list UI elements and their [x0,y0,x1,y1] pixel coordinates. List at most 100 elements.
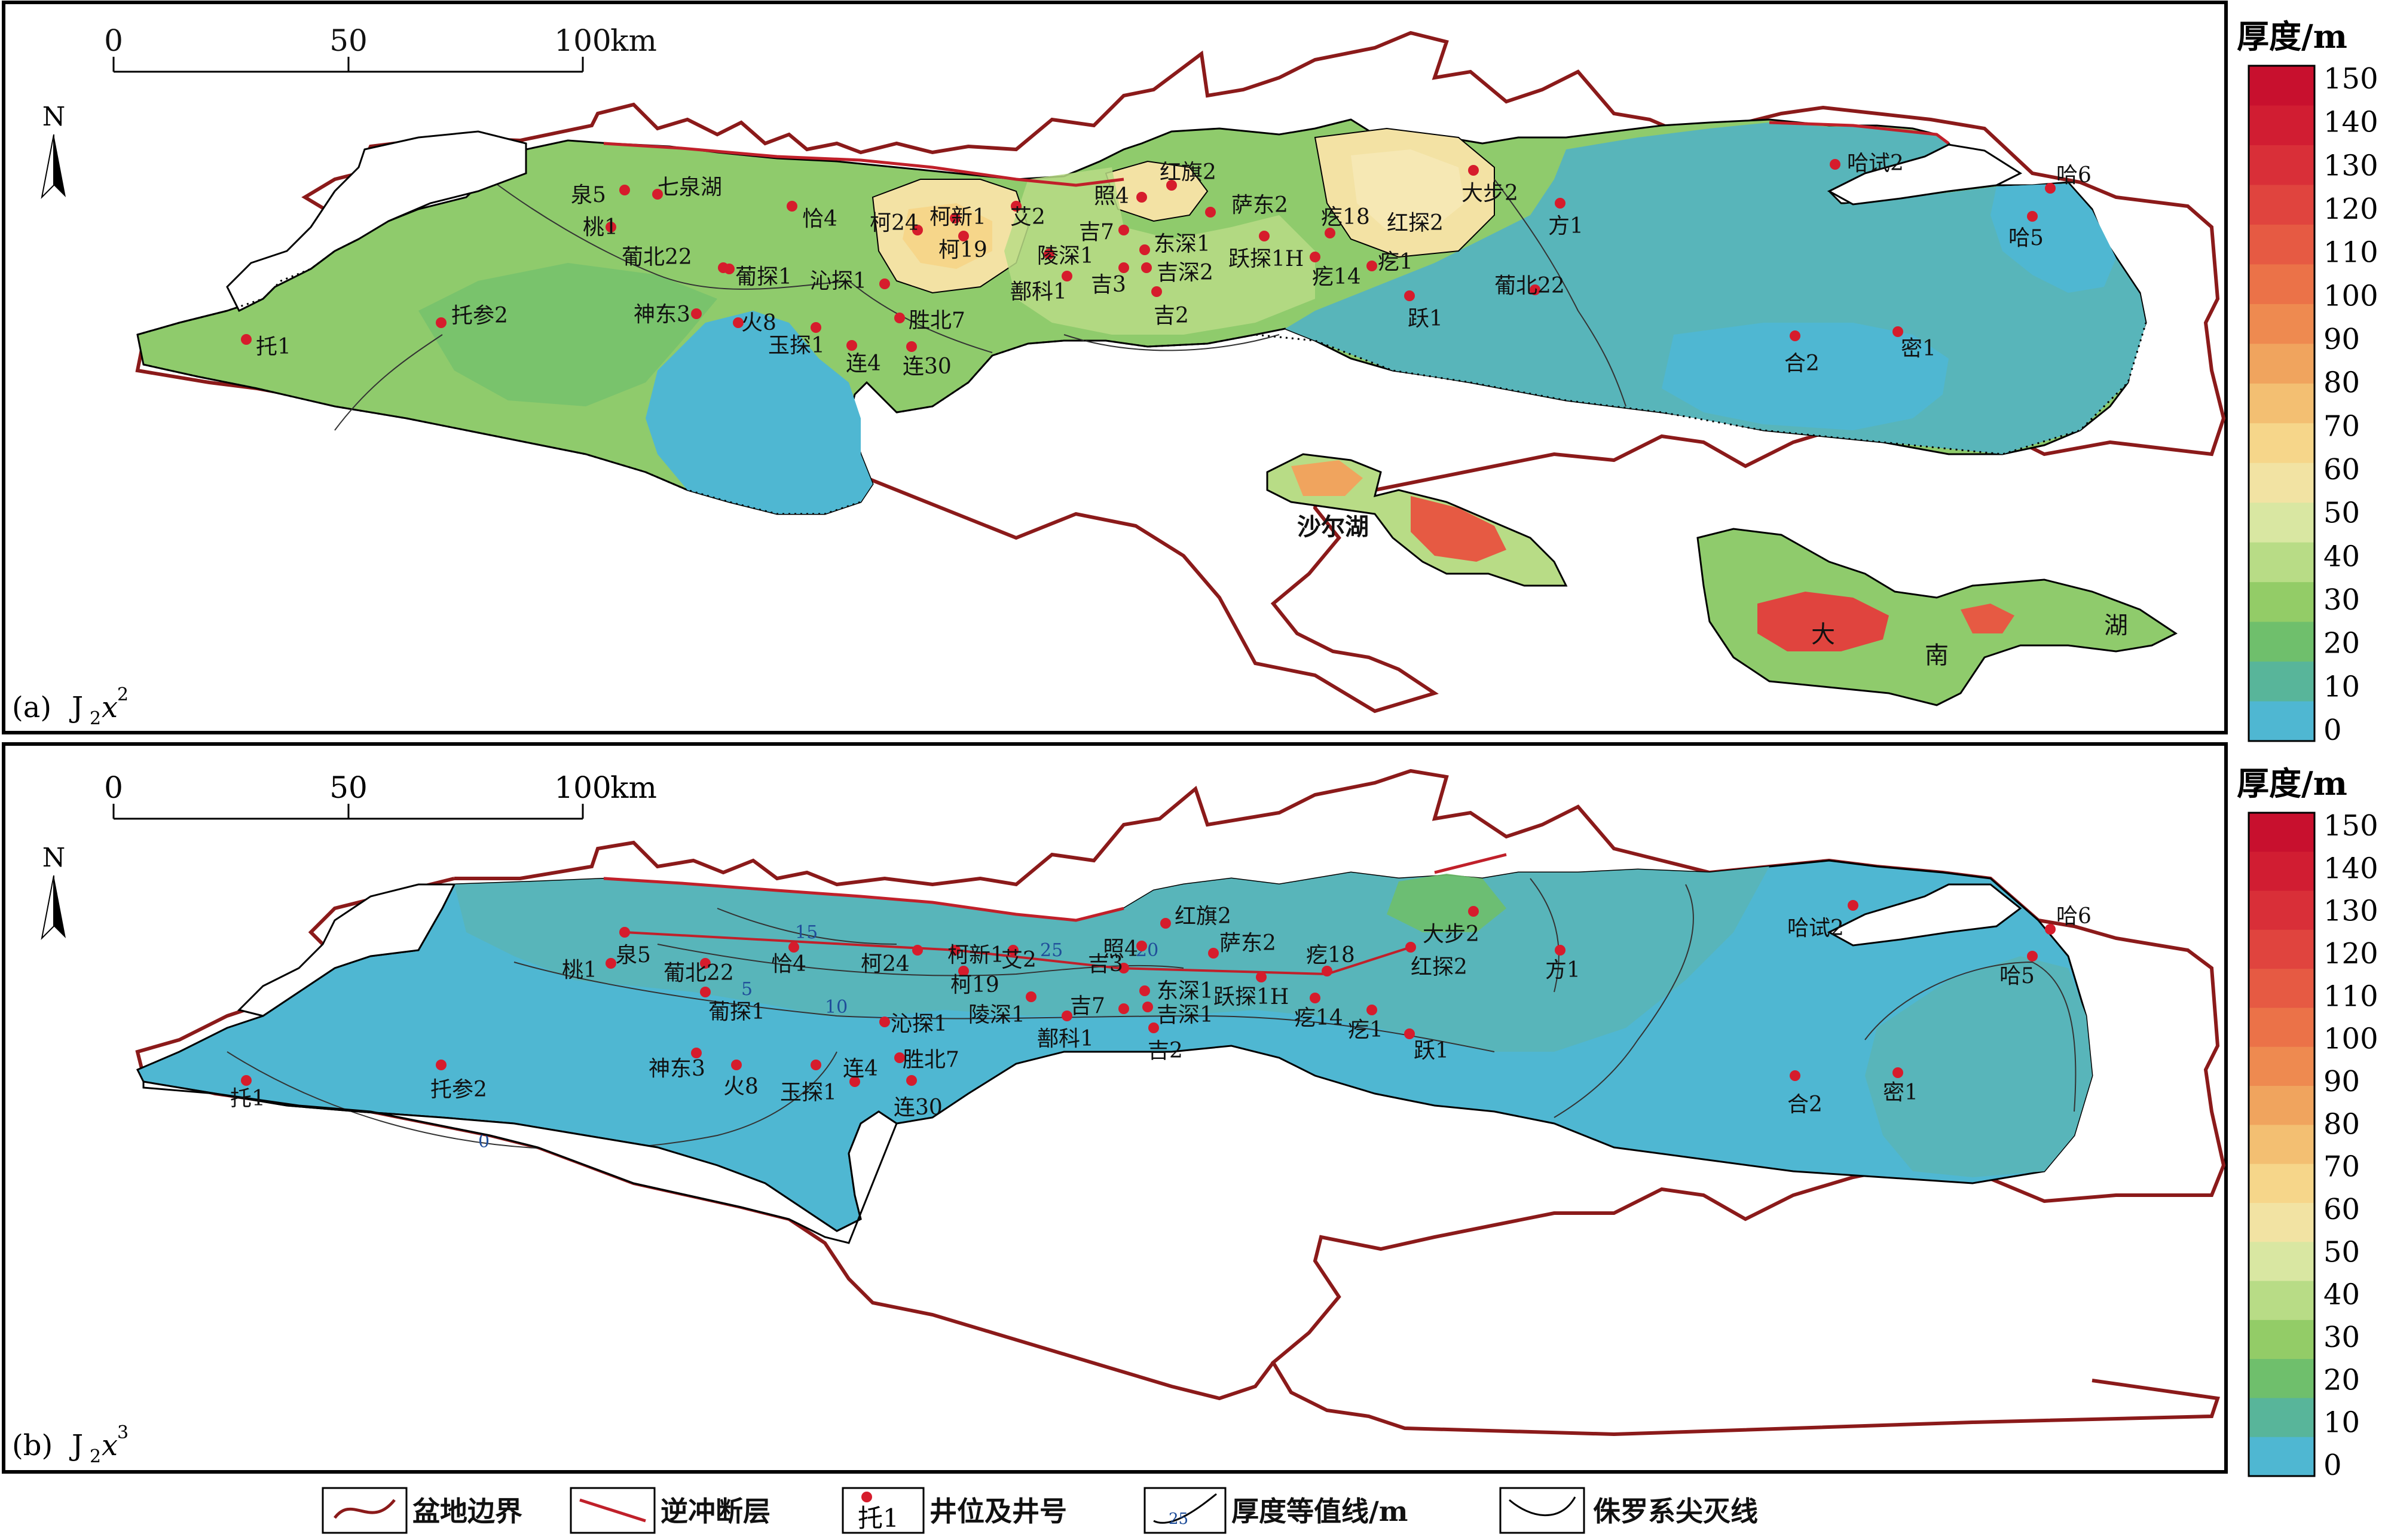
legend-color-swatch [2249,621,2314,663]
legend-tick-label: 50 [2323,497,2360,530]
panel-a-well-marker [1310,252,1320,262]
svg-text:(a): (a) [12,691,51,724]
panel-b-well-marker [1468,906,1479,917]
panel-a-well-marker [1892,326,1903,337]
panel-a-well-marker [958,231,969,241]
legend-color-swatch [2249,1008,2314,1048]
panel-b-well-label: 柯19 [950,973,999,997]
legend-color-swatch [2249,185,2314,225]
svg-text:x: x [102,691,118,724]
white-inlier-south-b [142,1080,898,1244]
legend-tick-label: 30 [2323,1321,2360,1354]
legend-pinchout-label: 侏罗系尖灭线 [1593,1495,1758,1527]
panel-b-well-marker [1790,1070,1800,1081]
panel-b-well-marker [2027,951,2038,962]
panel-a-well-marker [241,334,252,345]
panel-b-well-label: 合2 [1787,1092,1823,1117]
panel-a-well-label: 柯19 [938,238,987,262]
scalebar-tick-50: 50 [329,23,368,58]
legend-color-swatch [2249,264,2314,305]
legend-color-swatch [2249,852,2314,892]
panel-b-well-marker [1892,1067,1903,1078]
svg-text:J: J [69,1429,83,1462]
panel-a-well-marker [724,264,735,274]
white-inlier-hashi-b [1827,883,2022,947]
contour-a-5 [1063,334,1280,351]
panel-a-well-marker [652,189,663,200]
panel-b-well-label: 红探2 [1411,955,1467,979]
color-legend-a: 厚度/m150140130120110100908070605040302010… [2237,17,2378,747]
peak-ge-a [1351,149,1464,230]
panel-b-well-label: 萨东2 [1219,931,1276,956]
legend-tick-label: 60 [2323,453,2360,486]
white-inlier-hashi-a [1827,143,2023,206]
legend-tick-label: 110 [2323,979,2378,1013]
thrust-fault-b [603,877,1124,922]
legend-color-swatch [2249,1202,2314,1243]
contour-label-0: 0 [478,1131,490,1152]
panel-b-well-marker [1148,1022,1159,1033]
legend-frame [2248,812,2316,1477]
panel-b-well-marker [1142,1002,1153,1012]
panel-b-well-marker [1555,945,1565,956]
panel-a-well-label: 桃1 [583,215,618,240]
panel-a-well-marker [811,322,821,333]
legend-tick-label: 70 [2323,1150,2360,1184]
panel-a-well-label: 葡北22 [622,245,692,270]
legend-color-swatch [2249,1164,2314,1204]
pinchout-legend-icon [1509,1496,1576,1517]
white-inlier-west-b [237,883,456,1017]
contour-b-5c [1864,961,2077,1112]
scalebar-b-unit: km [610,770,657,805]
panel-a-well-marker [1166,180,1177,191]
legend-color-swatch [2249,503,2314,543]
panel-a-well-marker [1555,198,1565,209]
panel-a-well-marker [436,317,447,328]
legend-tick-label: 140 [2323,852,2378,885]
contour-a-3 [334,334,443,431]
legend-tick-label: 80 [2323,366,2360,400]
panel-b-well-label: 葡北22 [663,961,734,985]
panel-a-well-label: 柯新1 [929,205,986,229]
legend-boundary-label: 盆地边界 [412,1495,522,1527]
panel-b-well-label: 连30 [894,1095,943,1120]
contour-a-2 [848,280,993,353]
panel-a-well-label: 红旗2 [1160,160,1216,185]
panel-b-well-label: 火8 [723,1074,759,1099]
legend-tick-label: 90 [2323,323,2360,356]
panel-a-well-label: 柯24 [870,211,919,235]
panel-a-well-label: 胜北7 [909,308,965,333]
lake-label-shaer: 沙尔湖 [1297,513,1369,541]
panel-b-well-label: 疙18 [1306,943,1355,968]
panel-a-well-label: 合2 [1784,351,1820,376]
north-arrow-icon: N [41,102,66,200]
panel-b-well-marker [1848,900,1858,911]
panel-b-well-marker [619,927,630,938]
panel-a-well-label: 照4 [1094,184,1129,209]
panel-b-well-marker [436,1060,447,1070]
panel-a-well-marker [1118,225,1129,235]
legend-color-swatch [2249,463,2314,504]
panel-a-well-label: 疙18 [1321,205,1370,229]
legend-color-swatch [2249,145,2314,186]
lake-label-da: 大 [1811,621,1835,648]
panel-b-well-label: 托1 [230,1086,265,1111]
blue-zone-ne-a [1990,183,2116,293]
panel-a-well-label: 大步2 [1461,181,1518,206]
panel-a-well-label: 吉2 [1154,304,1189,328]
legend-color-swatch [2249,813,2314,853]
panel-a-well-marker [1118,262,1129,273]
contour-b-5a [513,962,1495,1052]
danan-lake-a [1696,528,2178,706]
panel-a-well-marker [1404,290,1415,301]
legend-color-swatch [2249,929,2314,970]
contour-legend-icon [1153,1493,1217,1524]
legend-contour-label: 厚度等值线/m [1231,1495,1408,1527]
panel-a-well-marker [1062,271,1072,281]
panel-a-well-marker [906,341,917,352]
panel-b-well-marker [2045,924,2056,935]
legend-tick-label: 70 [2323,409,2360,443]
panel-b-well-marker [894,1052,905,1063]
panel-a-well-marker [1259,231,1270,241]
panel-a-well-marker [879,278,890,289]
